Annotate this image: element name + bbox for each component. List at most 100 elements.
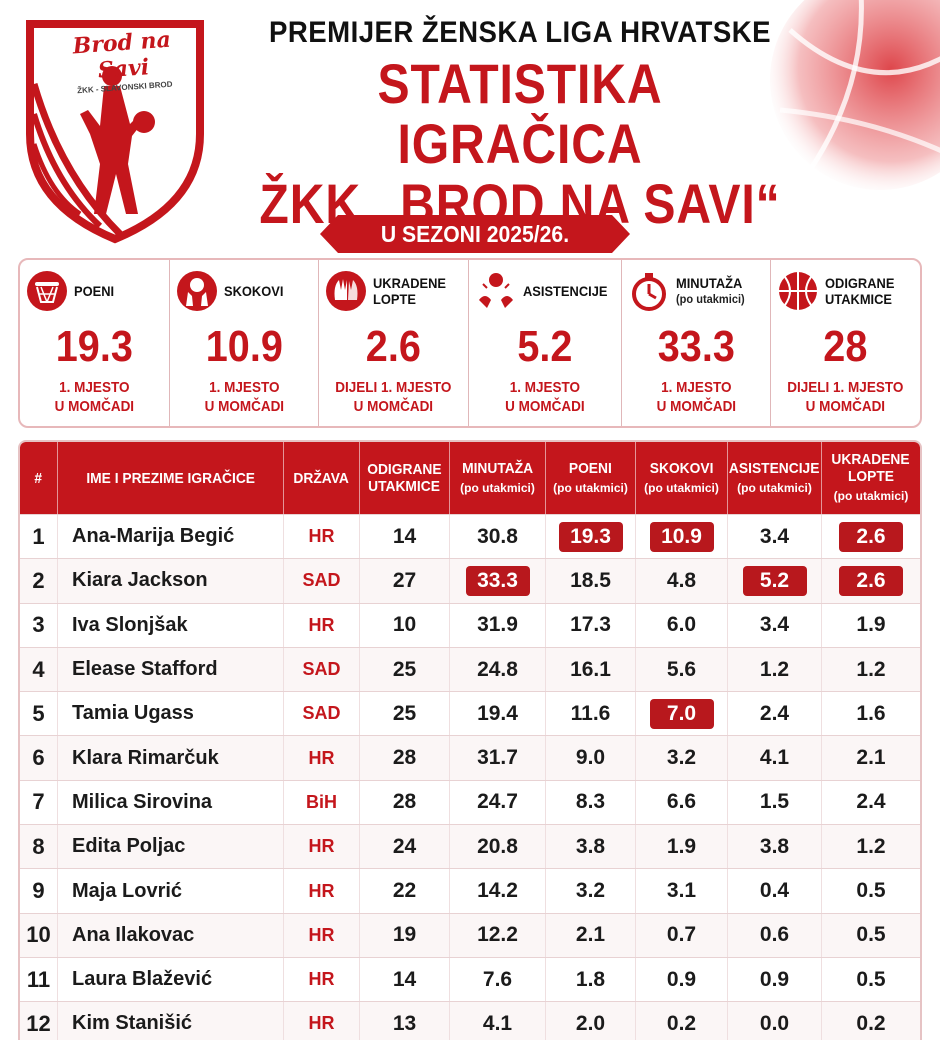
cell-name: Ana-Marija Begić (58, 515, 284, 559)
cell-country: HR (284, 1002, 360, 1040)
cell-rebounds: 5.6 (636, 647, 728, 692)
cell-name-value: Maja Lovrić (72, 879, 183, 902)
cell-country-value: HR (308, 836, 335, 857)
highlight-rank: 1. MJESTO U MOMČADI (204, 379, 284, 415)
cell-steals: 2.6 (822, 559, 920, 602)
cell-rank-value: 4 (32, 656, 45, 682)
cell-minutes-value: 24.8 (477, 657, 518, 681)
cell-games: 27 (360, 559, 450, 603)
cell-steals-value: 1.2 (856, 657, 886, 681)
highlight-label: ODIGRANE UTAKMICE (825, 275, 895, 307)
cell-rebounds-value: 4.8 (666, 568, 697, 592)
cell-points-value: 3.2 (575, 879, 606, 903)
table-row: 5 Tamia Ugass SAD 25 19.4 11.6 7.0 2.4 1.6 (20, 691, 920, 736)
cell-steals: 1.9 (822, 604, 920, 647)
cell-points: 3.2 (546, 869, 636, 913)
cell-name-value: Ana Ilakovac (72, 923, 195, 946)
cell-games: 13 (360, 1002, 450, 1040)
cell-country-value: HR (308, 880, 335, 901)
highlight-card: SKOKOVI 10.9 1. MJESTO U MOMČADI (170, 260, 320, 426)
cell-rebounds-value: 3.2 (666, 746, 697, 770)
cell-rank: 12 (20, 1002, 58, 1040)
season-highlights: POENI 19.3 1. MJESTO U MOMČADI SKOKOVI 10.9 1.… (18, 258, 922, 428)
cell-minutes-value: 30.8 (477, 524, 518, 548)
cell-steals: 2.1 (822, 736, 920, 779)
cell-name: Maja Lovrić (58, 869, 284, 913)
cell-rebounds-value: 3.1 (666, 879, 697, 903)
column-header: ASISTENCIJE (po utakmici) (728, 442, 822, 514)
table-row: 4 Elease Stafford SAD 25 24.8 16.1 5.6 1.2 1.2 (20, 646, 920, 692)
cell-rebounds-value: 6.6 (666, 790, 697, 814)
cell-steals-value: 1.2 (856, 834, 886, 858)
cell-country-value: HR (308, 747, 335, 768)
highlight-rank: DIJELI 1. MJESTO U MOMČADI (335, 379, 452, 415)
cell-country: HR (284, 825, 360, 869)
highlight-label: ASISTENCIJE (522, 283, 608, 299)
highlight-value: 19.3 (55, 322, 133, 371)
cell-steals-value: 1.9 (856, 613, 886, 637)
season-banner-bg (320, 215, 630, 253)
column-header: IME I PREZIME IGRAČICE (58, 442, 284, 514)
cell-assists-value: 0.0 (759, 1011, 790, 1035)
cell-name-value: Iva Slonjšak (72, 613, 188, 636)
season-label: U SEZONI 2025/26. (380, 220, 570, 247)
cell-assists-value: 3.4 (759, 524, 790, 548)
club-logo (26, 20, 204, 244)
highlight-value: 2.6 (366, 322, 422, 371)
cell-steals: 1.6 (822, 692, 920, 735)
cell-games-value: 22 (392, 879, 417, 903)
cell-assists-value: 2.4 (759, 701, 790, 725)
cell-steals-value: 2.1 (856, 746, 886, 770)
table-row: 2 Kiara Jackson SAD 27 33.3 18.5 4.8 5.2 2.6 (20, 558, 920, 603)
cell-steals-value: 0.5 (856, 879, 886, 903)
cell-points-value: 2.1 (575, 923, 606, 947)
cell-rank-value: 8 (32, 833, 45, 859)
cell-country-value: HR (308, 969, 335, 990)
cell-minutes-value: 12.2 (477, 923, 518, 947)
table-row: 7 Milica Sirovina BiH 28 24.7 8.3 6.6 1.5 2.4 (20, 779, 920, 825)
stopwatch-icon (631, 273, 666, 311)
cell-minutes: 24.8 (450, 647, 546, 692)
highlight-card: POENI 19.3 1. MJESTO U MOMČADI (20, 260, 170, 426)
cell-steals: 0.5 (822, 914, 920, 957)
cell-assists: 5.2 (728, 559, 822, 603)
basketball-icon (779, 272, 818, 310)
cell-steals: 1.2 (822, 648, 920, 691)
cell-name: Laura Blažević (58, 957, 284, 1002)
cell-assists: 2.4 (728, 692, 822, 736)
cell-minutes-value: 31.7 (477, 746, 518, 770)
highlight-label: POENI (74, 283, 115, 299)
cell-name-value: Tamia Ugass (72, 702, 194, 725)
assist-hands-icon (478, 273, 513, 308)
cell-points-value: 3.8 (575, 834, 606, 858)
cell-rank: 2 (20, 559, 58, 603)
cell-minutes: 30.8 (450, 515, 546, 559)
cell-steals: 2.6 (822, 515, 920, 558)
cell-steals: 0.5 (822, 869, 920, 912)
cell-steals-value: 2.6 (839, 565, 903, 596)
cell-games: 14 (360, 515, 450, 559)
season-banner: U SEZONI 2025/26. (320, 215, 630, 253)
cell-points-value: 19.3 (558, 521, 623, 552)
cell-rank: 10 (20, 913, 58, 957)
cell-games-value: 19 (392, 923, 417, 947)
cell-assists-value: 4.1 (759, 746, 790, 770)
highlight-value: 28 (823, 322, 868, 371)
cell-games: 10 (360, 603, 450, 647)
cell-minutes-value: 24.7 (477, 790, 518, 814)
cell-steals-value: 1.6 (856, 701, 886, 725)
table-header: # IME I PREZIME IGRAČICE DRŽAVA ODIGRANE UTA… (20, 442, 920, 514)
cell-games: 25 (360, 647, 450, 692)
cell-rebounds: 6.0 (636, 603, 728, 647)
cell-points: 19.3 (546, 515, 636, 559)
cell-minutes: 31.7 (450, 736, 546, 780)
highlight-rank: DIJELI 1. MJESTO U MOMČADI (787, 379, 904, 415)
cell-assists-value: 0.6 (759, 923, 790, 947)
cell-games: 25 (360, 692, 450, 736)
cell-assists: 1.5 (728, 780, 822, 825)
cell-name: Klara Rimarčuk (58, 736, 284, 780)
cell-minutes-value: 14.2 (477, 879, 518, 903)
cell-name: Tamia Ugass (58, 692, 284, 736)
highlight-label: UKRADENE LOPTE (373, 275, 447, 307)
cell-minutes: 4.1 (450, 1002, 546, 1040)
